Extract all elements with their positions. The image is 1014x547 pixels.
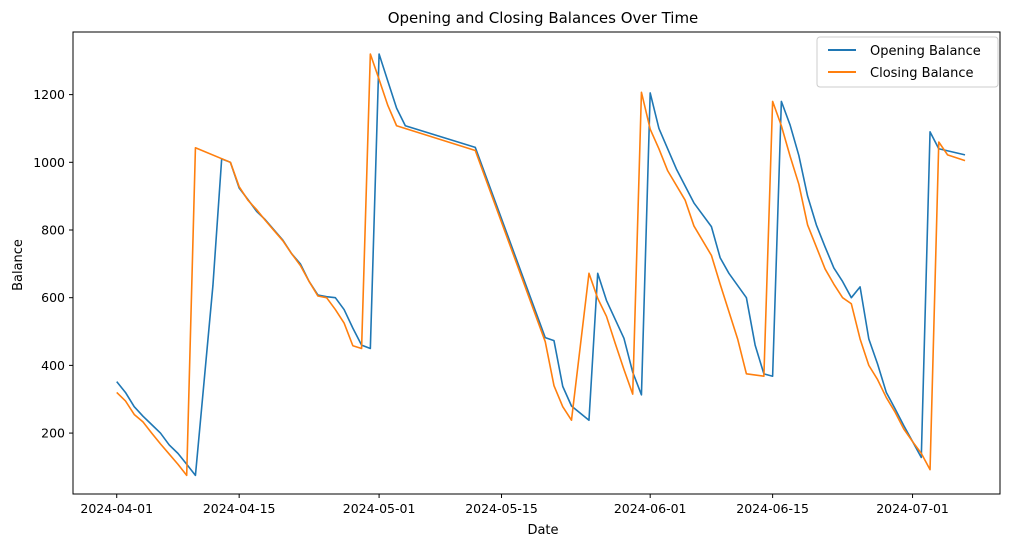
plot-area: [72, 31, 1001, 495]
y-tick-label: 1200: [33, 87, 65, 102]
x-axis-ticks: 2024-04-01 2024-04-15 2024-05-01 2024-05-15…: [80, 494, 949, 516]
x-tick-label: 2024-06-15: [736, 501, 809, 516]
chart-title: Opening and Closing Balances Over Time: [388, 9, 699, 27]
x-tick-label: 2024-04-01: [80, 501, 153, 516]
x-tick-label: 2024-07-01: [876, 501, 949, 516]
x-tick-label: 2024-05-01: [343, 501, 416, 516]
x-tick-label: 2024-06-01: [614, 501, 687, 516]
y-tick-label: 200: [41, 426, 65, 441]
series-line-opening-balance: [116, 53, 966, 477]
x-tick-label: 2024-05-15: [465, 501, 538, 516]
legend-box: [816, 36, 999, 88]
y-axis-ticks: 200 400 600 800 1000 1200: [33, 87, 73, 441]
series-layer: [116, 53, 966, 477]
legend-label-opening: Opening Balance: [870, 44, 981, 59]
y-tick-label: 800: [41, 223, 65, 238]
legend-label-closing: Closing Balance: [870, 66, 974, 81]
legend: Opening Balance Closing Balance: [816, 36, 999, 88]
y-tick-label: 400: [41, 358, 65, 373]
y-axis-label: Balance: [11, 239, 26, 291]
x-tick-label: 2024-04-15: [203, 501, 276, 516]
y-tick-label: 1000: [33, 155, 65, 170]
y-tick-label: 600: [41, 290, 65, 305]
x-axis-label: Date: [527, 523, 558, 538]
series-line-closing-balance: [116, 53, 966, 477]
plot-frame: [72, 31, 1001, 495]
